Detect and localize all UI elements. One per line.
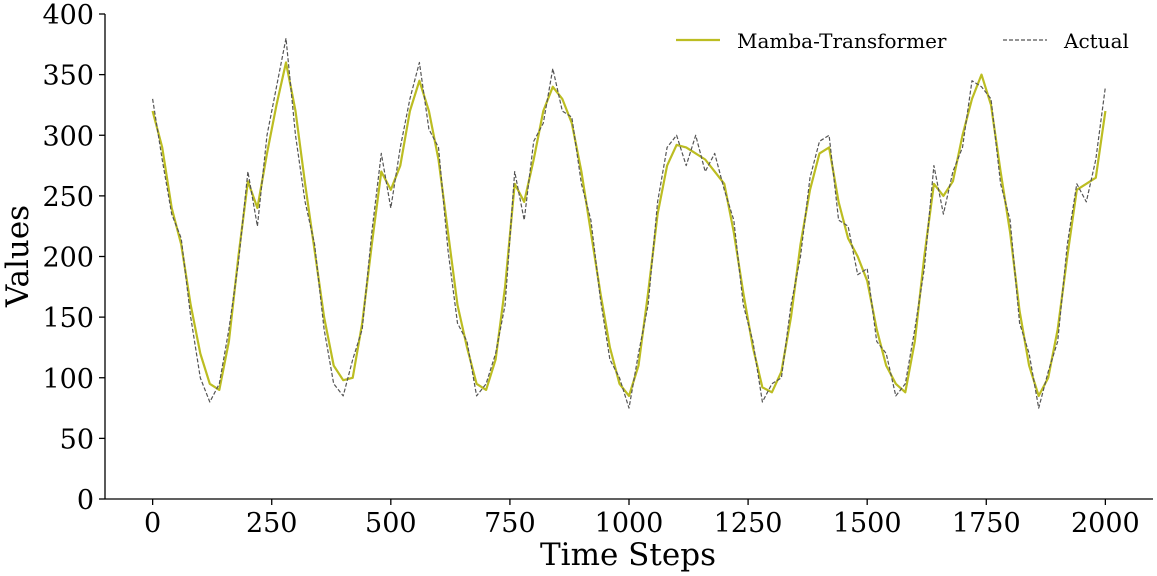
- x-axis-label: Time Steps: [540, 537, 716, 573]
- axes: [104, 14, 1153, 500]
- tick-marks: 0 250 500 750 1000 1250 1500 1750 2000 0 50 100 150 2…: [42, 0, 1139, 539]
- y-tick-label: 200: [42, 243, 94, 274]
- y-tick-label: 250: [42, 182, 94, 213]
- y-tick-label: 100: [42, 364, 94, 395]
- x-tick-label: 250: [246, 508, 298, 539]
- legend-label: Actual: [1063, 29, 1129, 53]
- x-tick-label: 500: [365, 508, 417, 539]
- x-tick-label: 1750: [952, 508, 1021, 539]
- legend: Mamba-Transformer Actual: [676, 29, 1129, 53]
- x-tick-label: 1000: [595, 508, 664, 539]
- x-tick-label: 0: [144, 508, 161, 539]
- plot-series: [151, 37, 1107, 409]
- x-tick-label: 750: [484, 508, 536, 539]
- y-tick-label: 0: [77, 485, 94, 516]
- series-line-mamba-transformer: [151, 61, 1107, 397]
- series-line-actual: [152, 37, 1106, 409]
- y-tick-label: 300: [42, 121, 94, 152]
- y-tick-label: 150: [42, 303, 94, 334]
- y-axis-label: Values: [0, 205, 36, 308]
- legend-label: Mamba-Transformer: [737, 29, 947, 53]
- y-tick-label: 50: [60, 424, 94, 455]
- x-tick-label: 1250: [714, 508, 783, 539]
- x-tick-label: 1500: [833, 508, 902, 539]
- x-tick-label: 2000: [1071, 508, 1140, 539]
- y-tick-label: 400: [42, 0, 94, 31]
- y-tick-label: 350: [42, 61, 94, 92]
